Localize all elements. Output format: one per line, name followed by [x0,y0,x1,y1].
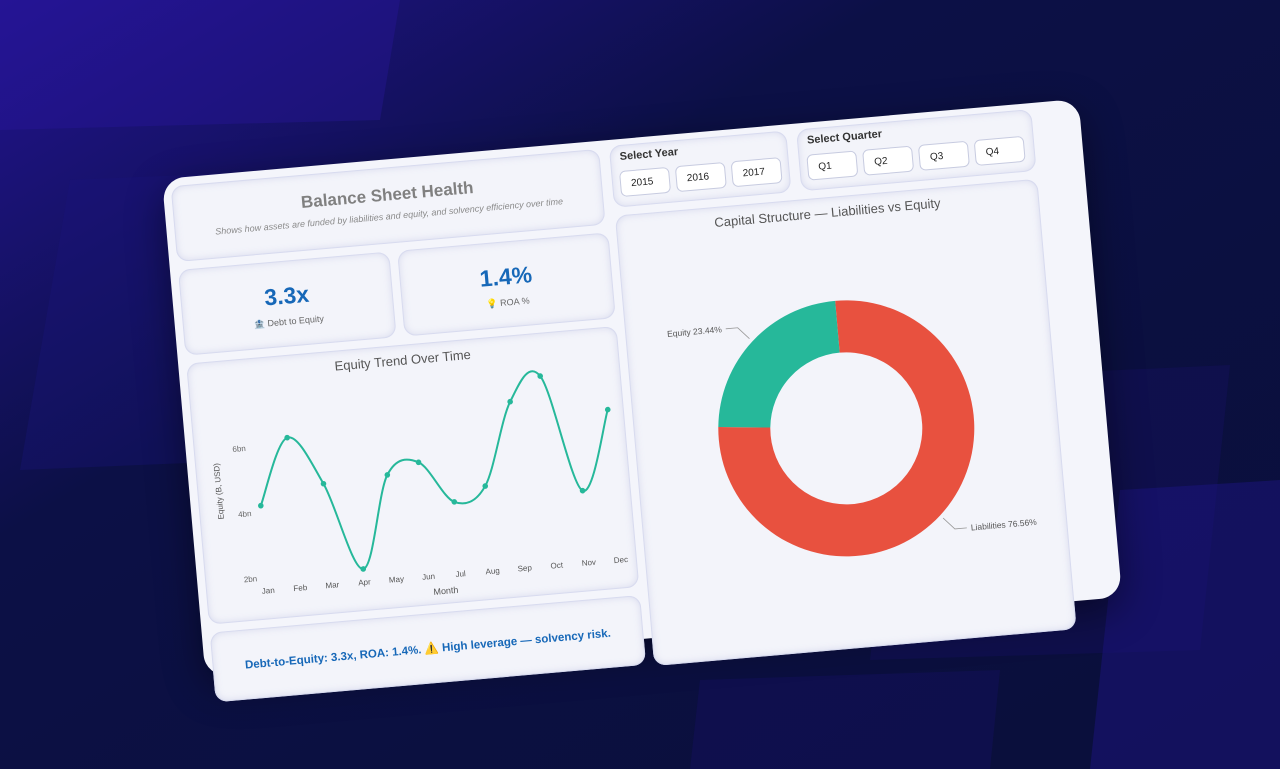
x-tick-label: Mar [325,580,340,590]
x-tick-label: May [389,574,405,584]
x-tick-label: Aug [485,566,500,576]
equity-data-point [360,566,367,572]
donut-slice-liabilities [718,300,975,557]
capital-structure-panel: Capital Structure — Liabilities vs Equit… [614,178,1077,666]
x-tick-label: Oct [550,561,564,571]
quarter-button-q3[interactable]: Q3 [917,140,970,171]
y-axis-label: Equity (B, USD) [212,462,226,519]
equity-trend-line [259,370,609,570]
equity-data-point [507,398,513,405]
y-tick-label: 6bn [232,444,246,454]
y-tick-label: 4bn [238,509,252,519]
kpi-debt-to-equity: 3.3x 🏦 Debt to Equity [177,251,397,356]
year-button-2015[interactable]: 2015 [619,166,672,198]
year-slicer-title: Select Year [619,145,679,164]
equity-trend-chart: 2bn 4bn 6bn Jan Feb Mar Apr May Jun Jul Aug Sep Oct N… [212,370,628,597]
equity-data-point [482,483,489,489]
year-button-2017[interactable]: 2017 [730,157,783,188]
donut-label: Equity 23.44% [667,324,723,339]
insight-text: Debt-to-Equity: 3.3x, ROA: 1.4%. ⚠️ High… [244,627,612,672]
donut-label: Liabilities 76.56% [970,517,1037,533]
x-tick-label: Apr [358,577,372,587]
y-tick-label: 2bn [243,574,257,584]
year-button-2016[interactable]: 2016 [674,161,727,193]
x-tick-label: Jan [261,586,275,596]
equity-data-point [604,406,611,413]
x-tick-label: Jun [422,572,436,582]
equity-data-point [537,373,544,379]
equity-data-point [284,434,290,441]
kpi-roa: 1.4% 💡 ROA % [397,232,616,337]
quarter-slicer-title: Select Quarter [806,128,883,147]
quarter-button-q2[interactable]: Q2 [862,145,915,176]
x-tick-label: Feb [293,583,308,593]
equity-data-point [258,502,264,509]
year-slicer: Select Year 2015 2016 2017 [608,130,792,208]
equity-data-point [415,459,422,466]
quarter-slicer: Select Quarter Q1 Q2 Q3 Q4 [796,109,1037,192]
equity-trend-panel: Equity Trend Over Time 2bn 4bn 6bn Jan Feb Ma… [186,325,640,625]
equity-data-point [320,480,327,487]
x-axis-label: Month [433,585,459,597]
equity-data-point [579,487,586,494]
equity-data-point [451,499,458,505]
donut-leader-line [942,517,967,530]
equity-data-point [384,472,391,478]
quarter-button-q1[interactable]: Q1 [806,150,859,181]
donut-slice-equity [718,300,840,428]
x-tick-label: Dec [613,555,628,565]
dashboard-card: Balance Sheet Health Shows how assets ar… [161,98,1123,703]
x-tick-label: Nov [581,558,596,568]
capital-structure-chart: Liabilities 76.56% Equity 23.44% [667,300,1038,557]
x-tick-label: Sep [517,563,533,573]
quarter-button-q4[interactable]: Q4 [973,135,1026,167]
x-tick-label: Jul [455,569,466,579]
donut-leader-line [725,327,750,339]
